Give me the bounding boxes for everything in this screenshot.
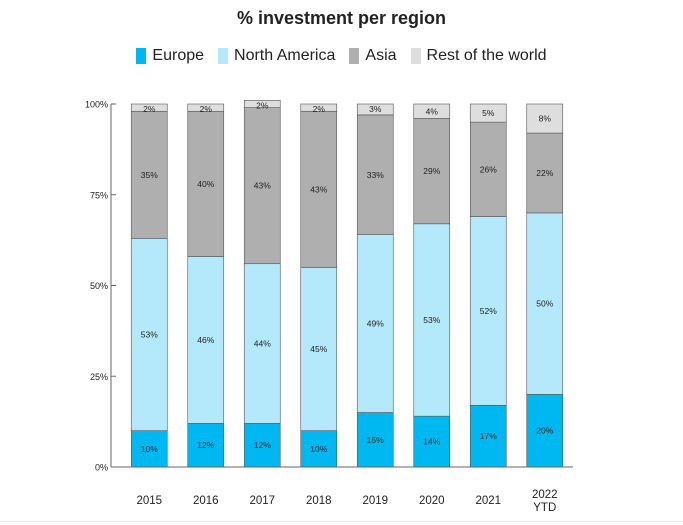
chart-legend: Europe North America Asia Rest of the wo… bbox=[0, 47, 683, 65]
bar-data-label: 3% bbox=[369, 104, 382, 114]
bar-segment bbox=[300, 267, 338, 432]
legend-label-north-america: North America bbox=[234, 47, 336, 64]
bar-data-label: 2% bbox=[256, 100, 269, 110]
bar-data-label: 2% bbox=[143, 104, 156, 114]
legend-item-north-america: North America bbox=[218, 47, 335, 65]
y-tick-label: 0% bbox=[95, 463, 108, 473]
bar-data-label: 46% bbox=[197, 335, 214, 345]
bar-data-label: 45% bbox=[310, 344, 327, 354]
legend-item-asia: Asia bbox=[349, 47, 397, 65]
bar-segment bbox=[300, 430, 338, 468]
y-tick-label: 50% bbox=[90, 281, 108, 291]
bar-data-label: 14% bbox=[423, 437, 440, 447]
bar-data-label: 5% bbox=[482, 108, 495, 118]
legend-label-asia: Asia bbox=[365, 47, 397, 64]
x-tick-label: 2016 bbox=[193, 495, 219, 507]
x-tick-label: 2015 bbox=[136, 495, 162, 507]
x-tick-label: 2018 bbox=[306, 495, 332, 507]
bar-segment bbox=[526, 132, 564, 214]
bar-segment bbox=[526, 103, 564, 134]
bar-data-label: 4% bbox=[426, 106, 439, 116]
bar-data-label: 49% bbox=[367, 319, 384, 329]
bar-segment bbox=[413, 223, 451, 417]
bar-segment bbox=[130, 103, 168, 112]
x-tick-label: YTD bbox=[533, 502, 556, 514]
bar-segment bbox=[187, 423, 225, 468]
bar-data-label: 29% bbox=[423, 166, 440, 176]
bar-segment bbox=[243, 263, 281, 424]
bar-segment bbox=[469, 103, 507, 123]
bar-segment bbox=[187, 110, 225, 257]
bar-data-label: 53% bbox=[141, 330, 158, 340]
y-tick-label: 100% bbox=[85, 100, 108, 110]
bar-data-label: 33% bbox=[367, 170, 384, 180]
bar-data-label: 15% bbox=[367, 435, 384, 445]
bar-data-label: 17% bbox=[480, 431, 497, 441]
bar-segment bbox=[243, 423, 281, 468]
legend-swatch-europe bbox=[136, 48, 147, 64]
bar-data-label: 43% bbox=[254, 181, 271, 191]
bar-data-label: 43% bbox=[310, 184, 327, 194]
legend-swatch-north-america bbox=[218, 48, 229, 64]
bar-segment bbox=[413, 103, 451, 119]
bar-data-label: 2% bbox=[313, 104, 326, 114]
bar-segment bbox=[243, 107, 281, 265]
bar-segment bbox=[356, 103, 394, 116]
bar-data-label: 22% bbox=[536, 168, 553, 178]
bar-segment bbox=[187, 103, 225, 112]
y-tick-label: 25% bbox=[90, 372, 108, 382]
bottom-divider bbox=[0, 521, 683, 522]
bar-data-label: 10% bbox=[141, 444, 158, 454]
chart-title: % investment per region bbox=[236, 8, 447, 28]
bar-data-label: 26% bbox=[480, 164, 497, 174]
bar-segment bbox=[526, 394, 564, 468]
legend-label-europe: Europe bbox=[152, 47, 205, 64]
bar-segment bbox=[187, 256, 225, 424]
x-tick-label: 2017 bbox=[249, 495, 275, 507]
legend-label-rest-of-world: Rest of the world bbox=[426, 47, 547, 64]
bar-data-label: 44% bbox=[254, 339, 271, 349]
bar-data-label: 2% bbox=[200, 104, 213, 114]
x-tick-label: 2020 bbox=[419, 495, 445, 507]
bar-segment bbox=[300, 103, 338, 112]
bar-segment bbox=[469, 216, 507, 406]
bar-segment bbox=[413, 415, 451, 468]
bar-segment bbox=[413, 118, 451, 225]
bar-data-label: 8% bbox=[539, 114, 552, 124]
bar-segment bbox=[130, 238, 168, 431]
x-tick-label: 2022 bbox=[532, 489, 558, 501]
bar-segment bbox=[356, 234, 394, 413]
legend-swatch-rest-of-world bbox=[410, 48, 421, 64]
legend-item-europe: Europe bbox=[136, 47, 204, 65]
bar-segment bbox=[130, 430, 168, 468]
bar-segment bbox=[300, 110, 338, 268]
bar-segment bbox=[356, 412, 394, 468]
bar-data-label: 50% bbox=[536, 299, 553, 309]
bar-data-label: 12% bbox=[254, 440, 271, 450]
bar-data-label: 20% bbox=[536, 426, 553, 436]
bar-data-label: 12% bbox=[197, 440, 214, 450]
bar-segment bbox=[469, 121, 507, 217]
x-tick-label: 2021 bbox=[475, 495, 501, 507]
legend-swatch-asia bbox=[349, 48, 360, 64]
bar-data-label: 53% bbox=[423, 315, 440, 325]
bar-data-label: 52% bbox=[480, 306, 497, 316]
bar-data-label: 35% bbox=[141, 170, 158, 180]
x-tick-label: 2019 bbox=[362, 495, 388, 507]
bar-data-label: 10% bbox=[310, 444, 327, 454]
y-tick-label: 75% bbox=[90, 190, 108, 200]
bar-data-label: 40% bbox=[197, 179, 214, 189]
bar-segment bbox=[130, 110, 168, 239]
legend-item-rest-of-world: Rest of the world bbox=[410, 47, 547, 65]
bar-segment bbox=[243, 100, 281, 108]
bar-segment bbox=[356, 114, 394, 235]
